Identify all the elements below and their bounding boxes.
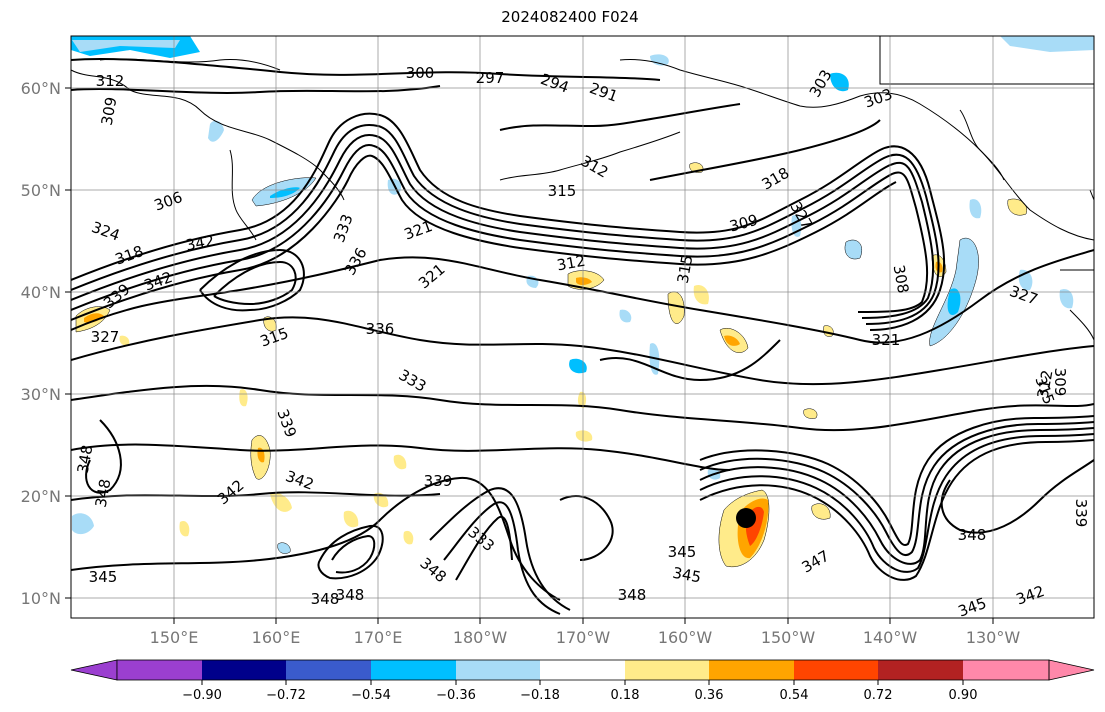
contour-label: 339 xyxy=(1072,499,1090,528)
colorbar-tick-label: −0.72 xyxy=(266,688,306,703)
contour-label: 312 xyxy=(1034,368,1057,399)
colorbar-segment xyxy=(540,660,625,680)
page-title: 2024082400 F024 xyxy=(501,8,639,26)
lon-tick-label: 150°E xyxy=(150,628,199,647)
graticule xyxy=(71,36,1094,618)
contour-label: 309 xyxy=(1051,368,1069,397)
colorbar-tick-label: 0.18 xyxy=(611,688,640,703)
colorbar-tick-label: −0.54 xyxy=(351,688,391,703)
contour-label: 327 xyxy=(91,328,120,346)
contour-label: 309 xyxy=(98,95,121,126)
contour-label: 348 xyxy=(92,477,115,508)
colorbar-segment xyxy=(794,660,878,680)
contour-label: 339 xyxy=(424,472,453,490)
colorbar-extend-high xyxy=(1048,659,1095,681)
longitude-ticks: 150°E 160°E 170°E 180°W 170°W 160°W 150°W 140°W… xyxy=(150,618,1021,647)
colorbar-tick-label: −0.18 xyxy=(520,688,560,703)
colorbar-segment xyxy=(202,660,286,680)
contour-label: 312 xyxy=(96,72,125,90)
lat-tick-label: 40°N xyxy=(21,283,61,302)
colorbar: −0.90 −0.72 −0.54 −0.36 −0.18 0.18 0.36 0.54 0.7… xyxy=(70,659,1095,703)
contour-label: 348 xyxy=(618,586,647,604)
lon-tick-label: 160°E xyxy=(252,628,301,647)
colorbar-extend-low xyxy=(70,659,118,681)
colorbar-tick-label: 0.54 xyxy=(780,688,809,703)
latitude-ticks: 10°N 20°N 30°N 40°N 50°N 60°N xyxy=(21,79,71,608)
lon-tick-label: 180°W xyxy=(453,628,508,647)
lon-tick-label: 130°W xyxy=(966,628,1021,647)
contour-label: 348 xyxy=(958,526,987,544)
lat-tick-label: 30°N xyxy=(21,385,61,404)
contour-label: 348 xyxy=(311,590,340,608)
colorbar-segment xyxy=(625,660,709,680)
colorbar-tick-label: 0.36 xyxy=(695,688,724,703)
colorbar-segment xyxy=(286,660,371,680)
colorbar-tick-label: −0.90 xyxy=(182,688,222,703)
contour-label: 300 xyxy=(406,64,435,82)
lon-tick-label: 170°E xyxy=(354,628,403,647)
contour-label: 321 xyxy=(872,331,901,349)
colorbar-segment xyxy=(963,660,1049,680)
contour-label: 348 xyxy=(74,443,97,474)
lat-tick-label: 60°N xyxy=(21,79,61,98)
contour-label: 297 xyxy=(476,69,505,87)
contour-label: 345 xyxy=(668,543,697,561)
hurricane-marker xyxy=(736,508,756,528)
colorbar-segment xyxy=(456,660,540,680)
colorbar-frame xyxy=(116,659,1050,681)
lon-tick-label: 150°W xyxy=(761,628,816,647)
lon-tick-label: 160°W xyxy=(658,628,713,647)
lat-tick-label: 10°N xyxy=(21,589,61,608)
contour-label: 308 xyxy=(890,263,913,294)
contour-label: 312 xyxy=(555,252,586,275)
coastlines xyxy=(71,36,1094,341)
colorbar-segment xyxy=(117,660,202,680)
contour-label: 342 xyxy=(184,232,215,255)
lon-tick-label: 140°W xyxy=(863,628,918,647)
contour-label: 315 xyxy=(548,182,577,200)
contour-label: 336 xyxy=(366,320,395,338)
contour-label: 315 xyxy=(674,253,697,284)
colorbar-segment xyxy=(709,660,794,680)
lat-tick-label: 50°N xyxy=(21,181,61,200)
contour-label: 345 xyxy=(671,564,702,587)
contour-label: 345 xyxy=(89,568,118,586)
contour-label: 348 xyxy=(336,586,365,604)
lon-tick-label: 170°W xyxy=(556,628,611,647)
colorbar-tick-label: 0.72 xyxy=(864,688,893,703)
colorbar-segment xyxy=(371,660,456,680)
colorbar-tick-label: 0.90 xyxy=(949,688,978,703)
lat-tick-label: 20°N xyxy=(21,487,61,506)
colorbar-tick-label: −0.36 xyxy=(436,688,476,703)
colorbar-segment xyxy=(878,660,963,680)
